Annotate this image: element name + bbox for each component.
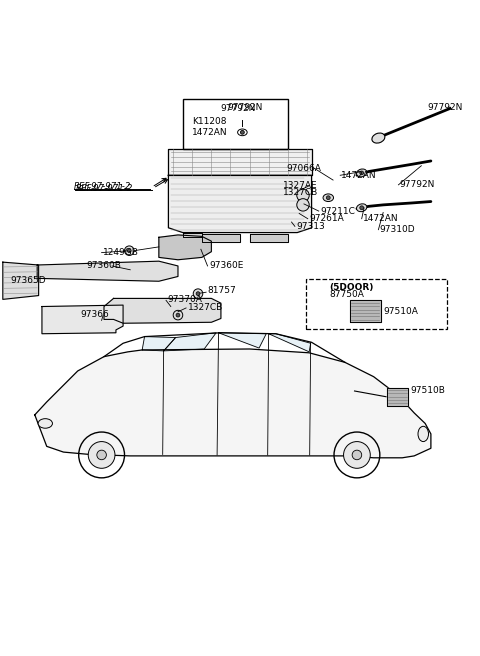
Circle shape bbox=[360, 206, 364, 210]
Text: 97261A: 97261A bbox=[309, 215, 344, 223]
Text: 81757: 81757 bbox=[207, 286, 236, 295]
Circle shape bbox=[297, 189, 309, 201]
Text: 97066A: 97066A bbox=[287, 163, 322, 173]
Ellipse shape bbox=[357, 169, 367, 177]
Text: 97370A: 97370A bbox=[168, 295, 203, 304]
Bar bbox=[183, 99, 288, 149]
Circle shape bbox=[176, 313, 180, 317]
Polygon shape bbox=[168, 175, 312, 233]
Text: 1327CB: 1327CB bbox=[283, 188, 318, 197]
Circle shape bbox=[193, 289, 203, 298]
Polygon shape bbox=[168, 149, 312, 175]
Text: 1327CB: 1327CB bbox=[188, 302, 223, 312]
Circle shape bbox=[97, 450, 107, 460]
Text: 97792N: 97792N bbox=[400, 180, 435, 190]
Polygon shape bbox=[164, 333, 216, 351]
Circle shape bbox=[352, 450, 362, 460]
Ellipse shape bbox=[323, 194, 334, 201]
Text: 97510B: 97510B bbox=[411, 386, 446, 396]
Ellipse shape bbox=[418, 426, 429, 441]
Text: 97792N: 97792N bbox=[227, 102, 263, 112]
Circle shape bbox=[360, 171, 364, 174]
Text: 97360B: 97360B bbox=[86, 262, 121, 270]
Circle shape bbox=[297, 199, 309, 211]
Circle shape bbox=[127, 249, 131, 253]
Polygon shape bbox=[269, 334, 311, 352]
Polygon shape bbox=[35, 349, 431, 458]
Circle shape bbox=[173, 310, 183, 320]
Polygon shape bbox=[142, 337, 176, 351]
Polygon shape bbox=[202, 234, 240, 242]
Text: 1472AN: 1472AN bbox=[341, 171, 377, 180]
Text: 87750A: 87750A bbox=[330, 290, 365, 299]
Text: 97792N: 97792N bbox=[220, 104, 255, 113]
Polygon shape bbox=[104, 298, 221, 323]
Text: 97510A: 97510A bbox=[383, 307, 418, 316]
Text: 97366: 97366 bbox=[80, 310, 109, 319]
Circle shape bbox=[344, 441, 370, 468]
Ellipse shape bbox=[38, 419, 52, 428]
Text: 97365D: 97365D bbox=[10, 276, 46, 285]
Text: 1327AE: 1327AE bbox=[283, 181, 318, 190]
Polygon shape bbox=[159, 235, 211, 260]
Bar bbox=[306, 279, 446, 329]
Text: 1472AN: 1472AN bbox=[192, 128, 228, 137]
Ellipse shape bbox=[357, 204, 367, 212]
Text: K11208: K11208 bbox=[192, 117, 227, 127]
Text: 97211C: 97211C bbox=[320, 207, 355, 216]
Text: 97360E: 97360E bbox=[209, 260, 243, 270]
Polygon shape bbox=[3, 262, 38, 299]
Text: 1249GB: 1249GB bbox=[103, 248, 138, 257]
Text: 1472AN: 1472AN bbox=[363, 215, 399, 223]
Polygon shape bbox=[42, 305, 123, 334]
Polygon shape bbox=[37, 261, 178, 281]
Circle shape bbox=[326, 195, 330, 199]
Polygon shape bbox=[350, 300, 381, 322]
Polygon shape bbox=[250, 234, 288, 242]
Ellipse shape bbox=[372, 133, 385, 143]
Text: (5DOOR): (5DOOR) bbox=[330, 283, 374, 292]
Circle shape bbox=[124, 246, 134, 255]
Text: REF.97-971-2: REF.97-971-2 bbox=[74, 182, 132, 192]
Circle shape bbox=[88, 441, 115, 468]
Polygon shape bbox=[183, 233, 202, 237]
Text: 97313: 97313 bbox=[296, 222, 325, 231]
Polygon shape bbox=[218, 333, 266, 348]
Text: REF.97-971-2: REF.97-971-2 bbox=[75, 184, 133, 193]
Ellipse shape bbox=[238, 129, 247, 136]
Circle shape bbox=[196, 292, 200, 296]
Polygon shape bbox=[387, 388, 408, 406]
Text: 97310D: 97310D bbox=[379, 225, 415, 234]
Text: 97792N: 97792N bbox=[428, 102, 463, 112]
Circle shape bbox=[240, 131, 244, 134]
